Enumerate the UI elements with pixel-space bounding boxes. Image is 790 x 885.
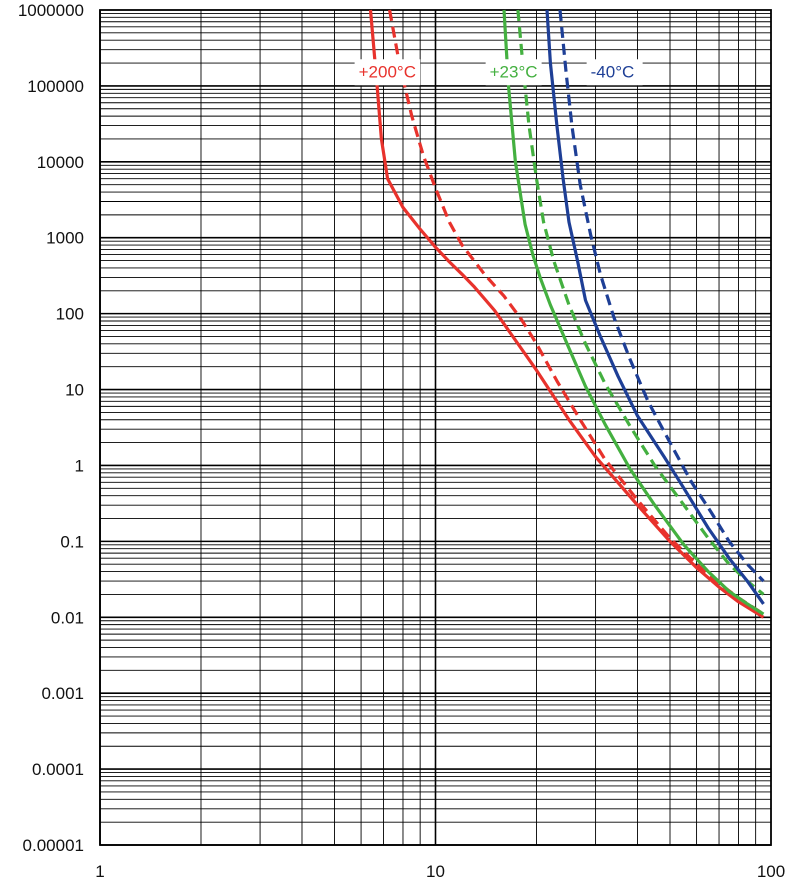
annotation-background bbox=[485, 59, 542, 86]
grid bbox=[99, 9, 772, 846]
y-tick-label: 100000 bbox=[27, 77, 84, 96]
tick-labels: 1000000 100000 10000 1000 100 10 1 0.1 0.01 0.001… bbox=[18, 1, 785, 881]
y-tick-label: 10000 bbox=[37, 153, 84, 172]
series-line-6-dashed bbox=[558, 9, 765, 583]
y-tick-label: 100 bbox=[56, 305, 84, 324]
annotations: +200°C +23°C -40°C bbox=[354, 59, 643, 86]
series-line-5-solid bbox=[545, 9, 765, 605]
temperature-label: +200°C bbox=[359, 62, 416, 81]
x-tick-label: 1 bbox=[95, 862, 104, 881]
y-tick-label: 1 bbox=[75, 456, 84, 475]
y-tick-label: 0.01 bbox=[51, 608, 84, 627]
series-line-4-dashed bbox=[516, 9, 765, 596]
series-line-3-solid bbox=[502, 9, 765, 616]
x-tick-label: 10 bbox=[426, 862, 445, 881]
annotation-background bbox=[586, 59, 643, 86]
temperature-label: -40°C bbox=[591, 62, 635, 81]
y-tick-label: 0.00001 bbox=[23, 836, 84, 855]
temperature-label: +23°C bbox=[490, 62, 538, 81]
annotation-background bbox=[354, 59, 421, 86]
y-tick-label: 1000 bbox=[46, 229, 84, 248]
series-group bbox=[368, 9, 765, 619]
y-tick-label: 10 bbox=[65, 381, 84, 400]
y-tick-label: 0.0001 bbox=[32, 760, 84, 779]
series-line-1-solid bbox=[368, 9, 765, 619]
y-tick-label: 1000000 bbox=[18, 1, 84, 20]
y-tick-label: 0.1 bbox=[60, 532, 84, 551]
y-tick-label: 0.001 bbox=[41, 684, 84, 703]
plot-frame bbox=[99, 9, 772, 846]
x-tick-label: 100 bbox=[757, 862, 785, 881]
series-line-2-dashed bbox=[388, 9, 765, 616]
